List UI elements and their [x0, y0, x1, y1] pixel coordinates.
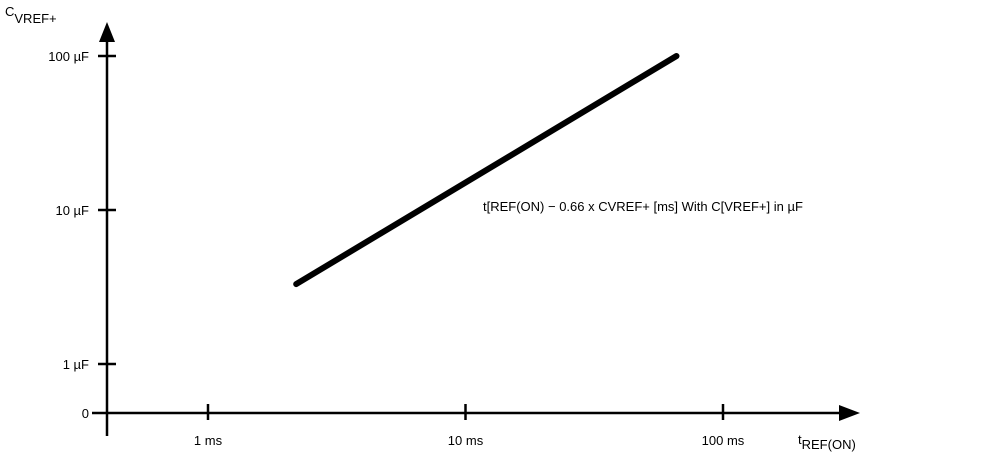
y-tick-label: 0	[82, 406, 89, 421]
y-axis-arrowhead	[99, 22, 115, 42]
y-axis-title-sub: VREF+	[14, 11, 56, 26]
series-line	[293, 53, 680, 288]
x-ticks: 1 ms 10 ms 100 ms	[194, 404, 745, 448]
y-ticks: 0 1 µF 10 µF 100 µF	[48, 49, 116, 421]
x-axis-title-sub: REF(ON)	[802, 437, 856, 452]
y-tick-label: 1 µF	[63, 357, 89, 372]
x-axis-arrowhead	[839, 405, 860, 421]
y-axis-title-main: C	[5, 4, 14, 19]
x-axis-title: tREF(ON)	[798, 432, 856, 452]
x-tick-label: 100 ms	[702, 433, 745, 448]
y-axis-title: CVREF+	[5, 4, 57, 26]
x-tick-label: 1 ms	[194, 433, 223, 448]
y-tick-label: 10 µF	[55, 203, 89, 218]
y-tick-label: 100 µF	[48, 49, 89, 64]
formula-annotation: t[REF(ON) − 0.66 x CVREF+ [ms] With C[VR…	[483, 199, 803, 214]
x-axis-title-main: t	[798, 432, 802, 447]
x-tick-label: 10 ms	[448, 433, 484, 448]
series-layer	[293, 53, 680, 288]
